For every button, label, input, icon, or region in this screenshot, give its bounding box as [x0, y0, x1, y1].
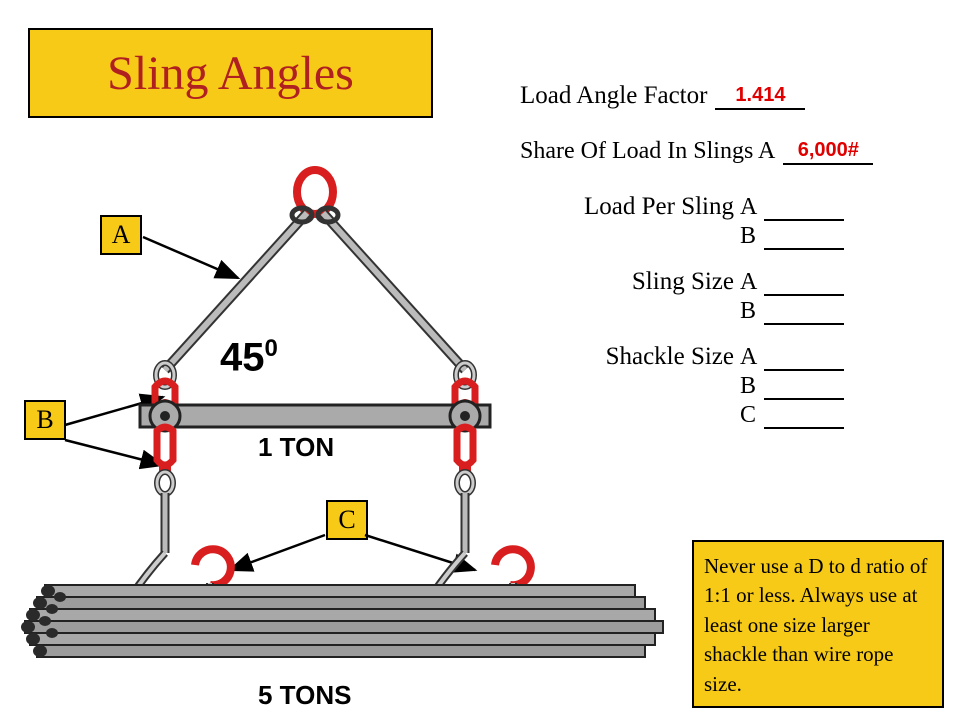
note-box: Never use a D to d ratio of 1:1 or less.… [692, 540, 944, 708]
arrow-b2 [65, 440, 163, 465]
letter-a: A [740, 194, 764, 221]
letter-a2: A [740, 269, 764, 296]
blank-sling-size-b [764, 303, 844, 325]
blank-sling-size-a [764, 274, 844, 296]
row-share-of-load: Share Of Load In Slings A 6,000# [520, 138, 950, 165]
row-load-angle-factor: Load Angle Factor 1.414 [520, 82, 950, 110]
choker-shackle-left [195, 549, 231, 585]
title-box: Sling Angles [28, 28, 433, 118]
label-load-angle-factor: Load Angle Factor [520, 82, 707, 110]
shackle-bottom-left [157, 427, 173, 473]
vertical-slings [157, 472, 473, 553]
arrow-c1 [230, 535, 325, 570]
rigging-diagram [15, 165, 695, 710]
arrow-a [143, 237, 238, 278]
value-share-of-load: 6,000# [783, 141, 873, 165]
blank-shackle-size-b [764, 378, 844, 400]
letter-c3: C [740, 402, 764, 429]
label-share-of-load: Share Of Load In Slings A [520, 138, 775, 165]
letter-b3: B [740, 373, 764, 400]
blank-load-per-sling-b [764, 228, 844, 250]
note-text: Never use a D to d ratio of 1:1 or less.… [704, 554, 927, 696]
blank-load-per-sling-a [764, 199, 844, 221]
page-title: Sling Angles [107, 46, 354, 101]
letter-b2: B [740, 298, 764, 325]
choker-shackle-right [495, 549, 531, 585]
blank-shackle-size-c [764, 407, 844, 429]
letter-b: B [740, 223, 764, 250]
letter-a3: A [740, 344, 764, 371]
pipe-bundle [21, 585, 663, 657]
value-load-angle-factor: 1.414 [715, 86, 805, 110]
blank-shackle-size-a [764, 349, 844, 371]
sling-legs [156, 208, 474, 387]
spreader-beam [140, 401, 490, 431]
shackle-bottom-right [457, 427, 473, 473]
